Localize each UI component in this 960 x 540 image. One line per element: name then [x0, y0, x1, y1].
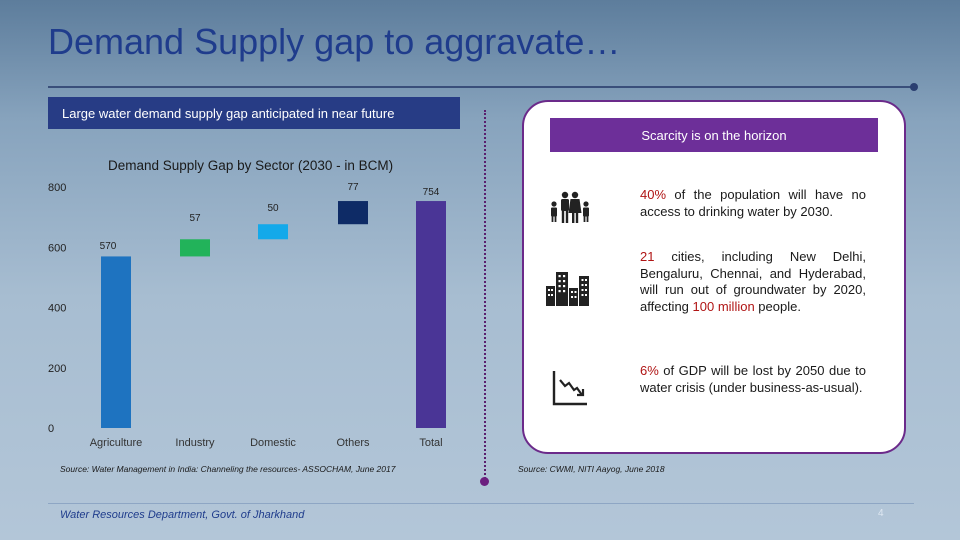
bar-others — [338, 201, 368, 225]
title-divider — [48, 86, 914, 88]
y-tick-label: 600 — [48, 242, 66, 254]
footer-text: Water Resources Department, Govt. of Jha… — [60, 509, 305, 521]
chart-title: Demand Supply Gap by Sector (2030 - in B… — [108, 158, 394, 173]
y-tick-label: 200 — [48, 363, 66, 375]
fact-population-highlight: 40% — [640, 187, 667, 202]
fact-population-text: of the population will have no access to… — [640, 187, 866, 219]
fact-cities: 21 cities, including New Delhi, Bengalur… — [640, 249, 866, 315]
bar-value-label: 50 — [267, 203, 279, 214]
decline-chart-icon — [552, 371, 587, 406]
demand-gap-chart: 0 200 400 600 800 570 57 50 77 754 Agriculture Indu… — [48, 182, 446, 449]
slide-title: Demand Supply gap to aggravate… — [48, 21, 621, 62]
section-divider-dot — [480, 477, 489, 486]
chart-source: Source: Water Management in India: Chann… — [60, 464, 396, 474]
left-section-header-text: Large water demand supply gap anticipate… — [62, 105, 395, 121]
x-tick-label: Total — [419, 437, 442, 449]
footer-divider — [48, 503, 914, 504]
bar-agriculture — [101, 256, 131, 428]
fact-gdp-text: of GDP will be lost by 2050 due to water… — [640, 363, 866, 395]
section-divider — [484, 110, 486, 482]
scarcity-header: Scarcity is on the horizon — [550, 118, 878, 152]
fact-cities-text-2: people. — [754, 298, 801, 314]
bar-value-label: 77 — [347, 182, 359, 193]
family-icon — [551, 191, 589, 223]
fact-gdp-highlight: 6% — [640, 363, 659, 378]
title-divider-dot — [910, 83, 918, 91]
x-tick-label: Agriculture — [90, 437, 143, 449]
x-tick-label: Domestic — [250, 437, 296, 449]
fact-gdp: 6% of GDP will be lost by 2050 due to wa… — [640, 363, 866, 396]
fact-cities-highlight-2: 100 million — [692, 298, 755, 314]
facts-source: Source: CWMI, NITI Aayog, June 2018 — [518, 464, 665, 474]
fact-population: 40% of the population will have no acces… — [640, 187, 866, 220]
x-tick-label: Industry — [175, 437, 215, 449]
bar-domestic — [258, 224, 288, 240]
scarcity-header-text: Scarcity is on the horizon — [641, 127, 787, 143]
buildings-icon — [546, 272, 589, 306]
y-tick-label: 400 — [48, 303, 66, 315]
left-section-header: Large water demand supply gap anticipate… — [48, 97, 460, 129]
page-number: 4 — [878, 508, 884, 519]
y-tick-label: 0 — [48, 423, 54, 435]
x-tick-label: Others — [336, 437, 370, 449]
fact-cities-text: cities, including New Delhi, Bengaluru, … — [640, 249, 866, 314]
fact-cities-highlight: 21 — [640, 249, 655, 264]
bar-value-label: 754 — [423, 187, 440, 198]
y-tick-label: 800 — [48, 182, 66, 194]
bar-value-label: 57 — [189, 213, 201, 224]
bar-total — [416, 201, 446, 428]
bar-value-label: 570 — [100, 241, 117, 252]
bar-industry — [180, 239, 210, 257]
